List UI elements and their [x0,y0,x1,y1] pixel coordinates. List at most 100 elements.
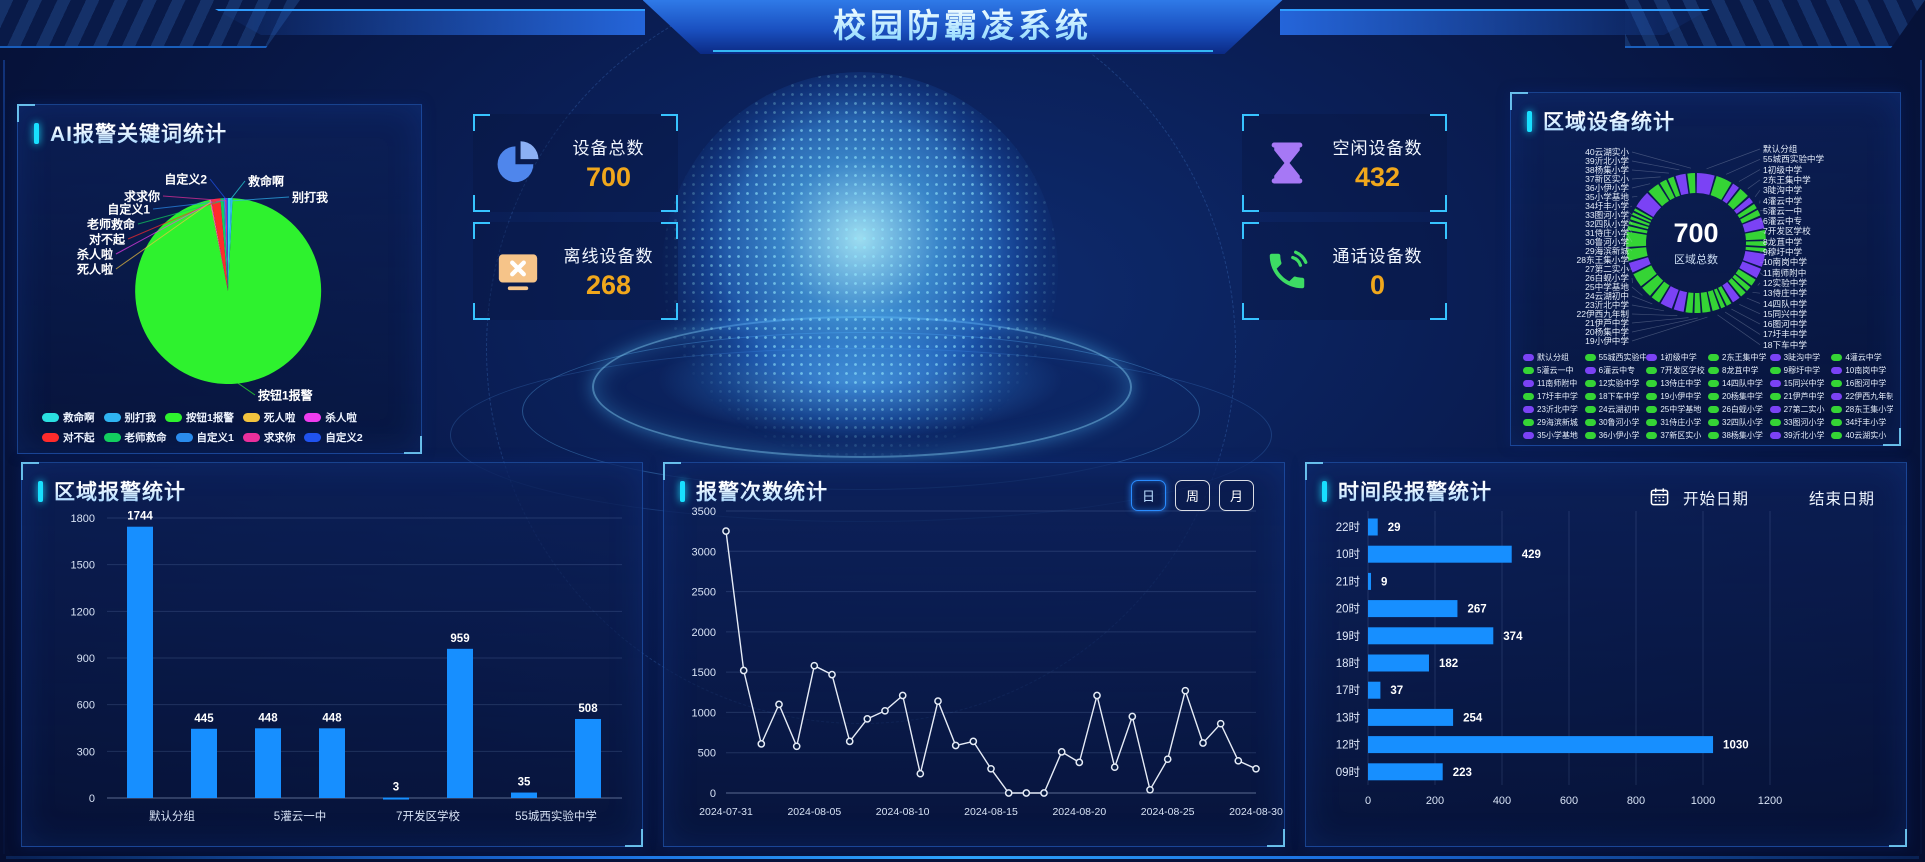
callout-leader-line [1630,205,1633,208]
donut-legend-item-22伊西九年制[interactable]: 22伊西九年制 [1831,391,1893,402]
pie-legend-item-杀人啦[interactable]: 杀人啦 [304,410,357,425]
callout-leader-line [1724,311,1761,335]
donut-legend-item-4灌云中学[interactable]: 4灌云中学 [1831,352,1893,363]
donut-legend-item-21伊芦中学[interactable]: 21伊芦中学 [1769,391,1832,402]
donut-legend-item-11南师附中[interactable]: 11南师附中 [1523,378,1585,389]
data-point-0 [1022,789,1031,797]
donut-legend-item-15同兴中学[interactable]: 15同兴中学 [1769,378,1832,389]
donut-legend-item-9穆圩中学[interactable]: 9穆圩中学 [1769,365,1832,376]
callout-leader-line [1631,316,1708,342]
axis-tick-label: 2000 [692,627,716,639]
donut-legend-item-26白蚬小学[interactable]: 26白蚬小学 [1708,404,1770,415]
legend-swatch [103,413,121,422]
donut-legend-item-17圩丰中学[interactable]: 17圩丰中学 [1523,391,1585,402]
donut-segment-29海滨新城 [1626,231,1647,247]
pie-slice-老师救命 [220,198,228,291]
donut-legend-item-19小伊中学[interactable]: 19小伊中学 [1646,391,1708,402]
donut-legend-item-39沂北小学[interactable]: 39沂北小学 [1769,430,1832,441]
donut-legend-item-32四队小学[interactable]: 32四队小学 [1708,417,1770,428]
donut-segment-21伊芦中学 [1685,292,1694,313]
donut-legend-item-3陡沟中学[interactable]: 3陡沟中学 [1769,352,1832,363]
pie-legend-item-自定义1[interactable]: 自定义1 [175,430,234,445]
data-point-380 [1075,758,1084,767]
legend-label: 6灌云中专 [1598,366,1636,375]
donut-legend-item-33图河小学[interactable]: 33图河小学 [1769,417,1832,428]
legend-label: 12实验中学 [1598,379,1640,388]
donut-legend-item-31侍庄小学[interactable]: 31侍庄小学 [1646,417,1708,428]
range-button-month[interactable]: 月 [1219,480,1254,511]
pie-legend-item-对不起[interactable]: 对不起 [42,430,95,445]
donut-legend-item-40云湖实小[interactable]: 40云湖实小 [1831,430,1893,441]
hbar-value-label: 374 [1503,631,1523,643]
donut-legend-item-38杨集小学[interactable]: 38杨集小学 [1708,430,1770,441]
donut-legend-item-10南岗中学[interactable]: 10南岗中学 [1831,365,1893,376]
end-date-picker[interactable]: 结束日期 [1809,487,1875,509]
axis-tick-label: 900 [77,653,95,665]
donut-legend-item-35小学基地[interactable]: 35小学基地 [1523,430,1585,441]
donut-legend-item-6灌云中专[interactable]: 6灌云中专 [1584,365,1647,376]
legend-label: 默认分组 [1537,353,1569,362]
donut-segment-2东王集中学 [1727,188,1748,210]
hbar-category-label: 18时 [1336,657,1361,670]
bar-959 [447,648,473,798]
hour-bar-chart-canvas[interactable]: 0 200 400 600 800 1000 1200 22时 29 10时 429 21时 9 20时 2… [1306,463,1906,846]
hbar-category-label: 19时 [1336,630,1361,643]
data-point-610 [757,740,766,748]
donut-legend-item-13侍庄中学[interactable]: 13侍庄中学 [1646,378,1708,389]
donut-legend-item-23沂北中学[interactable]: 23沂北中学 [1523,404,1585,415]
date-range-controls: 开始日期 结束日期 [1650,487,1875,509]
pie-legend-item-别打我[interactable]: 别打我 [103,410,156,425]
callout-leader-line [1747,179,1761,189]
donut-legend-item-14四队中学[interactable]: 14四队中学 [1708,378,1770,389]
donut-legend-item-8龙苴中学[interactable]: 8龙苴中学 [1708,365,1770,376]
donut-legend-item-37新区实小[interactable]: 37新区实小 [1646,430,1708,441]
donut-legend-item-34圩丰小学[interactable]: 34圩丰小学 [1831,417,1893,428]
region-donut-chart-canvas[interactable] [1511,93,1900,445]
donut-legend-item-25中学基地[interactable]: 25中学基地 [1646,404,1708,415]
donut-segment-17圩丰中学 [1713,288,1726,309]
start-date-picker[interactable]: 开始日期 [1683,487,1749,509]
pie-legend-item-自定义2[interactable]: 自定义2 [304,430,363,445]
donut-segment-35小学基地 [1636,192,1662,218]
donut-legend-item-55城西实验中学[interactable]: 55城西实验中学 [1584,352,1646,363]
keyword-pie-chart-canvas[interactable] [18,105,421,453]
donut-segment-24云湖初中 [1651,281,1670,303]
donut-legend-item-36小伊小学[interactable]: 36小伊小学 [1584,430,1647,441]
legend-label: 15同兴中学 [1783,379,1825,388]
hbar-18时 [1368,654,1429,672]
donut-legend-item-29海滨新城[interactable]: 29海滨新城 [1523,417,1585,428]
pie-legend-item-救命啊[interactable]: 救命啊 [42,410,95,425]
alarm-line-chart-canvas[interactable]: 0 500 1000 1500 2000 2500 3000 3500 2024-07-31 20… [664,463,1284,846]
legend-label: 老师救命 [124,432,167,444]
range-button-week[interactable]: 周 [1175,480,1210,511]
legend-label: 18下车中学 [1598,392,1640,401]
donut-legend-item-5灌云一中[interactable]: 5灌云一中 [1523,365,1585,376]
donut-legend-item-12实验中学[interactable]: 12实验中学 [1584,378,1647,389]
donut-legend-item-16图河中学[interactable]: 16图河中学 [1831,378,1893,389]
pie-legend-item-死人啦[interactable]: 死人啦 [242,410,295,425]
donut-legend-item-24云湖初中[interactable]: 24云湖初中 [1584,404,1647,415]
donut-legend-item-1初级中学[interactable]: 1初级中学 [1646,352,1708,363]
pie-legend-item-求求你[interactable]: 求求你 [242,430,295,445]
pie-legend-item-老师救命[interactable]: 老师救命 [103,430,167,445]
legend-label: 10南岗中学 [1845,366,1887,375]
donut-legend-item-20杨集中学[interactable]: 20杨集中学 [1708,391,1770,402]
pie-legend-item-按钮1报警[interactable]: 按钮1报警 [165,410,234,425]
donut-legend-item-2东王集中学[interactable]: 2东王集中学 [1708,352,1770,363]
callout-leader-line [1731,308,1761,325]
donut-legend-item-默认分组[interactable]: 默认分组 [1523,352,1585,363]
callout-leader-line [1631,176,1661,180]
donut-segment-36小伊小学 [1648,184,1670,207]
donut-legend-item-30鲁河小学[interactable]: 30鲁河小学 [1584,417,1647,428]
stat-label: 通话设备数 [1332,246,1423,266]
donut-legend-item-27第二实小[interactable]: 27第二实小 [1769,404,1832,415]
donut-segment-38杨集小学 [1667,176,1681,198]
donut-legend-item-28东王集小学[interactable]: 28东王集小学 [1831,404,1893,415]
callout-leader-line [1631,295,1653,305]
header: 校园防霸凌系统 [0,0,1925,60]
donut-legend-item-18下车中学[interactable]: 18下车中学 [1584,391,1647,402]
range-button-day[interactable]: 日 [1131,480,1166,511]
callout-leader-line [1631,277,1633,284]
region-bar-chart-canvas[interactable]: 0 300 600 900 1200 1500 1800 1744 445 448 448 3 959 3… [22,463,642,846]
donut-legend-item-7开发区学校[interactable]: 7开发区学校 [1646,365,1708,376]
